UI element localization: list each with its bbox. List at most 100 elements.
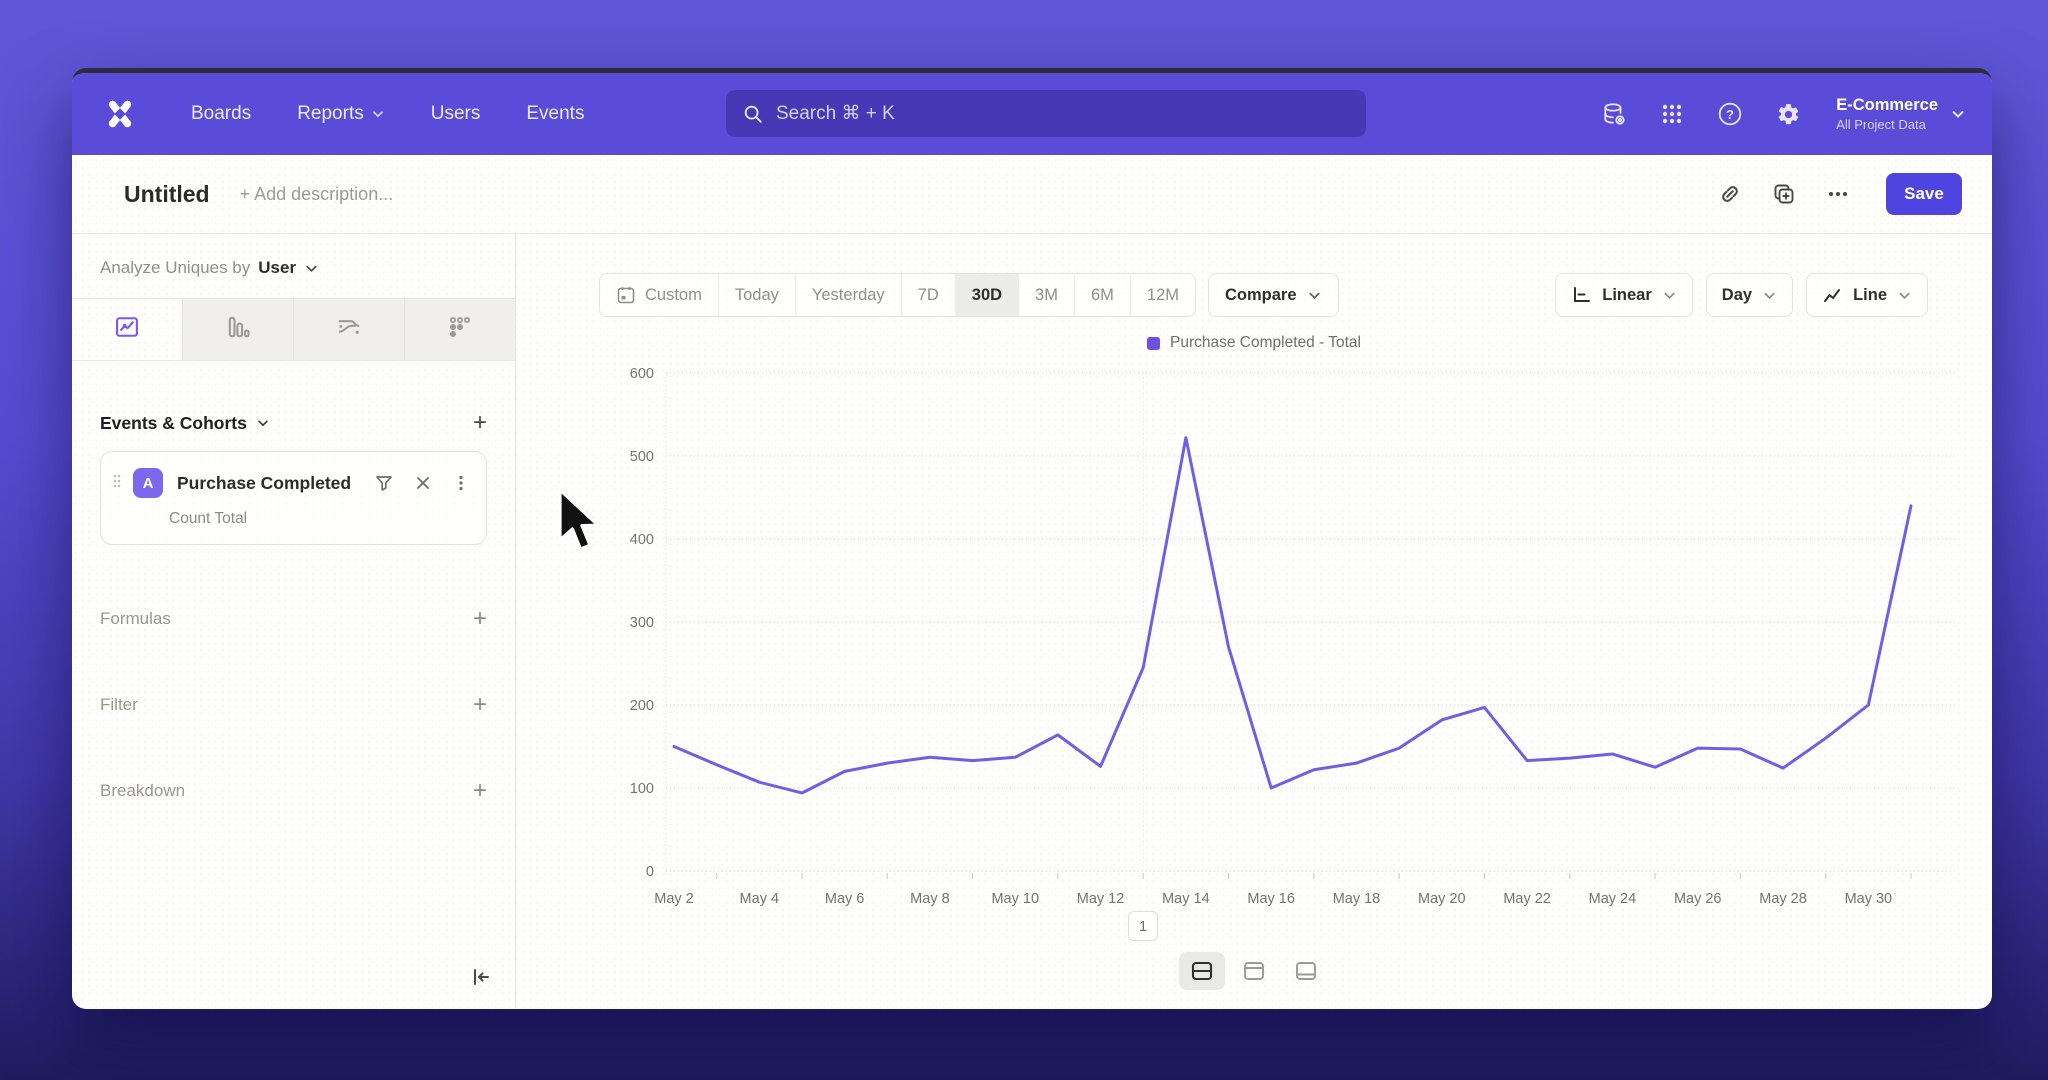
svg-text:May 6: May 6 bbox=[825, 891, 865, 907]
breakdown-label: Breakdown bbox=[100, 781, 186, 800]
nav-right-cluster: ? E-Commerce All Project Data bbox=[1600, 73, 1966, 155]
pagination-page-1[interactable]: 1 bbox=[1128, 911, 1158, 941]
tab-insights[interactable] bbox=[72, 299, 183, 360]
search-icon bbox=[742, 103, 764, 125]
layout-bar-bottom-button[interactable] bbox=[1283, 952, 1329, 990]
chevron-down-icon bbox=[1897, 288, 1912, 303]
events-cohorts-title[interactable]: Events & Cohorts bbox=[100, 413, 270, 434]
layout-header-top-button[interactable] bbox=[1231, 952, 1277, 990]
legend-swatch bbox=[1147, 336, 1160, 350]
event-metric[interactable]: Count Total bbox=[169, 510, 248, 527]
chevron-down-icon bbox=[304, 261, 319, 276]
chevron-down-icon bbox=[1307, 288, 1322, 303]
retention-dots-icon bbox=[446, 313, 474, 346]
nav-item-events[interactable]: Events bbox=[526, 103, 585, 124]
help-icon[interactable]: ? bbox=[1716, 100, 1744, 128]
filter-section: Filter + bbox=[72, 693, 515, 717]
line-chart-icon bbox=[1822, 285, 1843, 306]
chart-type-selector-button[interactable]: Line bbox=[1806, 273, 1928, 317]
top-nav: Boards Reports Users Events Search ⌘ + K bbox=[72, 73, 1992, 155]
calendar-icon bbox=[616, 285, 636, 305]
event-letter-badge: A bbox=[133, 468, 163, 498]
duplicate-icon[interactable] bbox=[1764, 174, 1804, 214]
project-switcher[interactable]: E-Commerce All Project Data bbox=[1836, 96, 1966, 132]
tab-flows[interactable] bbox=[294, 299, 405, 360]
drag-handle-icon[interactable] bbox=[111, 472, 123, 495]
linear-axis-icon bbox=[1571, 285, 1592, 306]
layout-split-horizontal-button[interactable] bbox=[1179, 952, 1225, 990]
range-yesterday[interactable]: Yesterday bbox=[796, 274, 902, 316]
apps-grid-icon[interactable] bbox=[1658, 100, 1686, 128]
bar-chart-icon bbox=[224, 313, 252, 346]
event-more-options-icon[interactable] bbox=[452, 474, 470, 492]
search-input[interactable]: Search ⌘ + K bbox=[726, 90, 1366, 137]
settings-gear-icon[interactable] bbox=[1774, 100, 1802, 128]
svg-text:May 22: May 22 bbox=[1503, 891, 1551, 907]
chevron-down-icon bbox=[256, 416, 270, 430]
chart-toolbar: Custom Today Yesterday 7D 30D 3M 6M 12M Compare bbox=[516, 273, 1992, 317]
add-event-button[interactable]: + bbox=[472, 409, 487, 436]
range-custom[interactable]: Custom bbox=[600, 274, 719, 316]
interval-selector-button[interactable]: Day bbox=[1705, 273, 1794, 317]
svg-text:?: ? bbox=[1726, 107, 1734, 122]
more-options-icon[interactable] bbox=[1818, 174, 1858, 214]
chevron-down-icon bbox=[1762, 288, 1777, 303]
chevron-down-icon bbox=[1950, 106, 1966, 122]
svg-text:May 10: May 10 bbox=[991, 891, 1039, 907]
legend-label: Purchase Completed - Total bbox=[1170, 334, 1361, 351]
range-12m[interactable]: 12M bbox=[1146, 285, 1179, 304]
chevron-down-icon bbox=[1662, 288, 1677, 303]
add-breakdown-button[interactable]: + bbox=[472, 777, 487, 804]
collapse-sidebar-icon[interactable] bbox=[469, 965, 493, 994]
range-7d[interactable]: 7D bbox=[902, 274, 956, 316]
chart-legend[interactable]: Purchase Completed - Total bbox=[516, 333, 1992, 353]
tab-funnels[interactable] bbox=[183, 299, 294, 360]
svg-text:May 2: May 2 bbox=[654, 891, 694, 907]
nav-item-reports[interactable]: Reports bbox=[274, 93, 408, 135]
add-formula-button[interactable]: + bbox=[472, 605, 487, 632]
chart-line bbox=[672, 436, 1913, 795]
chevron-down-icon bbox=[371, 107, 385, 121]
save-button[interactable]: Save bbox=[1886, 173, 1962, 215]
analyze-label: Analyze Uniques by bbox=[100, 258, 251, 277]
svg-text:May 14: May 14 bbox=[1162, 891, 1210, 907]
chart-area: 0 100 200 300 400 500 600 May 2 May 4 May 6 May 8 M… bbox=[516, 355, 1992, 941]
svg-text:400: 400 bbox=[630, 532, 654, 548]
add-filter-button[interactable]: + bbox=[472, 691, 487, 718]
svg-text:May 4: May 4 bbox=[740, 891, 780, 907]
compare-button[interactable]: Compare bbox=[1208, 273, 1339, 317]
remove-event-icon[interactable] bbox=[414, 474, 432, 492]
scale-selector-button[interactable]: Linear bbox=[1555, 273, 1693, 317]
data-management-icon[interactable] bbox=[1600, 100, 1628, 128]
event-card[interactable]: A Purchase Completed bbox=[100, 451, 487, 545]
copy-link-icon[interactable] bbox=[1710, 174, 1750, 214]
svg-text:May 18: May 18 bbox=[1333, 891, 1381, 907]
header-actions: Save bbox=[1710, 173, 1962, 215]
range-30d[interactable]: 30D bbox=[955, 274, 1020, 316]
nav-menu: Boards Reports Users Events bbox=[168, 93, 607, 135]
add-description-field[interactable]: + Add description... bbox=[239, 183, 394, 204]
svg-text:May 8: May 8 bbox=[910, 891, 950, 907]
svg-text:300: 300 bbox=[630, 615, 654, 631]
insights-chart-icon bbox=[113, 313, 141, 346]
mixpanel-logo-icon[interactable] bbox=[100, 94, 140, 134]
analyze-value: User bbox=[258, 258, 297, 277]
tab-retention[interactable] bbox=[405, 299, 515, 360]
range-6m[interactable]: 6M bbox=[1075, 274, 1131, 316]
svg-text:600: 600 bbox=[630, 366, 654, 382]
nav-item-users[interactable]: Users bbox=[430, 103, 481, 124]
report-title[interactable]: Untitled bbox=[124, 180, 210, 207]
filter-funnel-icon[interactable] bbox=[374, 473, 394, 493]
nav-item-boards[interactable]: Boards bbox=[191, 103, 252, 124]
events-cohorts-section-header: Events & Cohorts + bbox=[72, 411, 515, 435]
range-3m[interactable]: 3M bbox=[1019, 274, 1075, 316]
flows-icon bbox=[335, 313, 363, 346]
event-name[interactable]: Purchase Completed bbox=[177, 472, 352, 493]
formulas-section: Formulas + bbox=[72, 607, 515, 631]
range-today[interactable]: Today bbox=[719, 274, 796, 316]
line-chart[interactable]: 0 100 200 300 400 500 600 May 2 May 4 May 6 May 8 M… bbox=[566, 355, 1966, 915]
svg-text:100: 100 bbox=[630, 781, 654, 797]
analyze-uniques-control[interactable]: Analyze Uniques by User bbox=[72, 234, 515, 298]
svg-text:May 28: May 28 bbox=[1759, 891, 1807, 907]
svg-text:May 26: May 26 bbox=[1674, 891, 1722, 907]
